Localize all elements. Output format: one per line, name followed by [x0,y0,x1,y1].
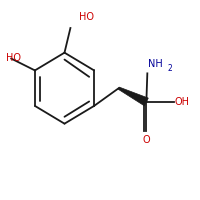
Text: HO: HO [79,12,94,22]
Text: 2: 2 [167,64,172,73]
Text: OH: OH [175,97,190,107]
Text: HO: HO [6,53,21,63]
Text: NH: NH [148,59,163,69]
Text: O: O [143,135,150,145]
Polygon shape [118,87,148,106]
